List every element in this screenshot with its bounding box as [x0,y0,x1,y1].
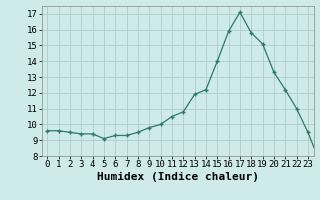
X-axis label: Humidex (Indice chaleur): Humidex (Indice chaleur) [97,172,259,182]
